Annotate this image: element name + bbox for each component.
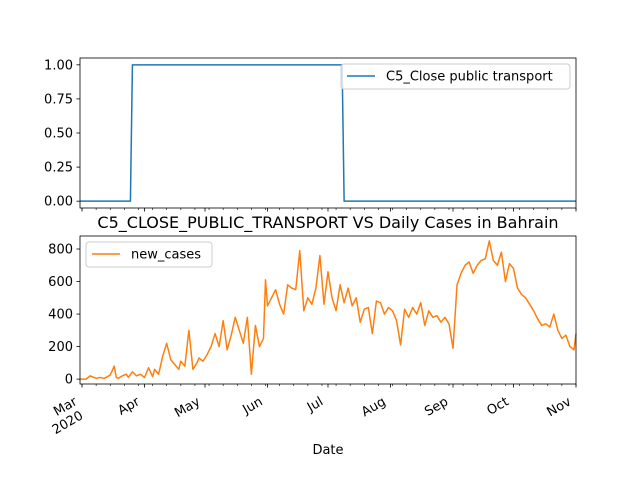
bottom-series-layer xyxy=(80,240,577,380)
y-tick-label: 0.75 xyxy=(44,92,73,107)
top-y-ticks: 0.00 0.25 0.50 0.75 1.00 xyxy=(44,58,80,210)
y-tick-label: 800 xyxy=(48,243,73,258)
bottom-legend-box xyxy=(85,241,213,268)
top-legend: C5_Close public transport xyxy=(340,63,571,90)
top-legend-box xyxy=(340,63,571,90)
y-tick-label: 200 xyxy=(48,340,73,355)
chart-title: C5_CLOSE_PUBLIC_TRANSPORT VS Daily Cases… xyxy=(97,213,558,233)
bottom-legend-label: new_cases xyxy=(131,248,201,263)
bottom-chart: C5_CLOSE_PUBLIC_TRANSPORT VS Daily Cases… xyxy=(48,213,577,458)
x-axis-label: Date xyxy=(312,443,343,458)
series-line-0 xyxy=(80,240,577,380)
x-tick-label: Jul xyxy=(304,394,326,415)
y-tick-label: 400 xyxy=(48,308,73,323)
y-tick-label: 600 xyxy=(48,275,73,290)
series-line-0 xyxy=(80,64,576,202)
y-tick-label: 0 xyxy=(65,373,73,388)
bottom-y-ticks: 0 200 400 600 800 xyxy=(48,243,80,388)
top-chart: 0.00 0.25 0.50 0.75 1.00 C5_Close public tra… xyxy=(44,57,577,212)
y-tick-label: 0.25 xyxy=(44,161,73,176)
top-legend-label: C5_Close public transport xyxy=(386,70,553,85)
top-x-ticks xyxy=(81,208,577,212)
bottom-legend: new_cases xyxy=(85,241,213,268)
y-tick-label: 0.00 xyxy=(44,195,73,210)
y-tick-label: 0.50 xyxy=(44,127,73,142)
y-tick-label: 1.00 xyxy=(44,58,73,73)
top-series-layer xyxy=(80,64,576,202)
